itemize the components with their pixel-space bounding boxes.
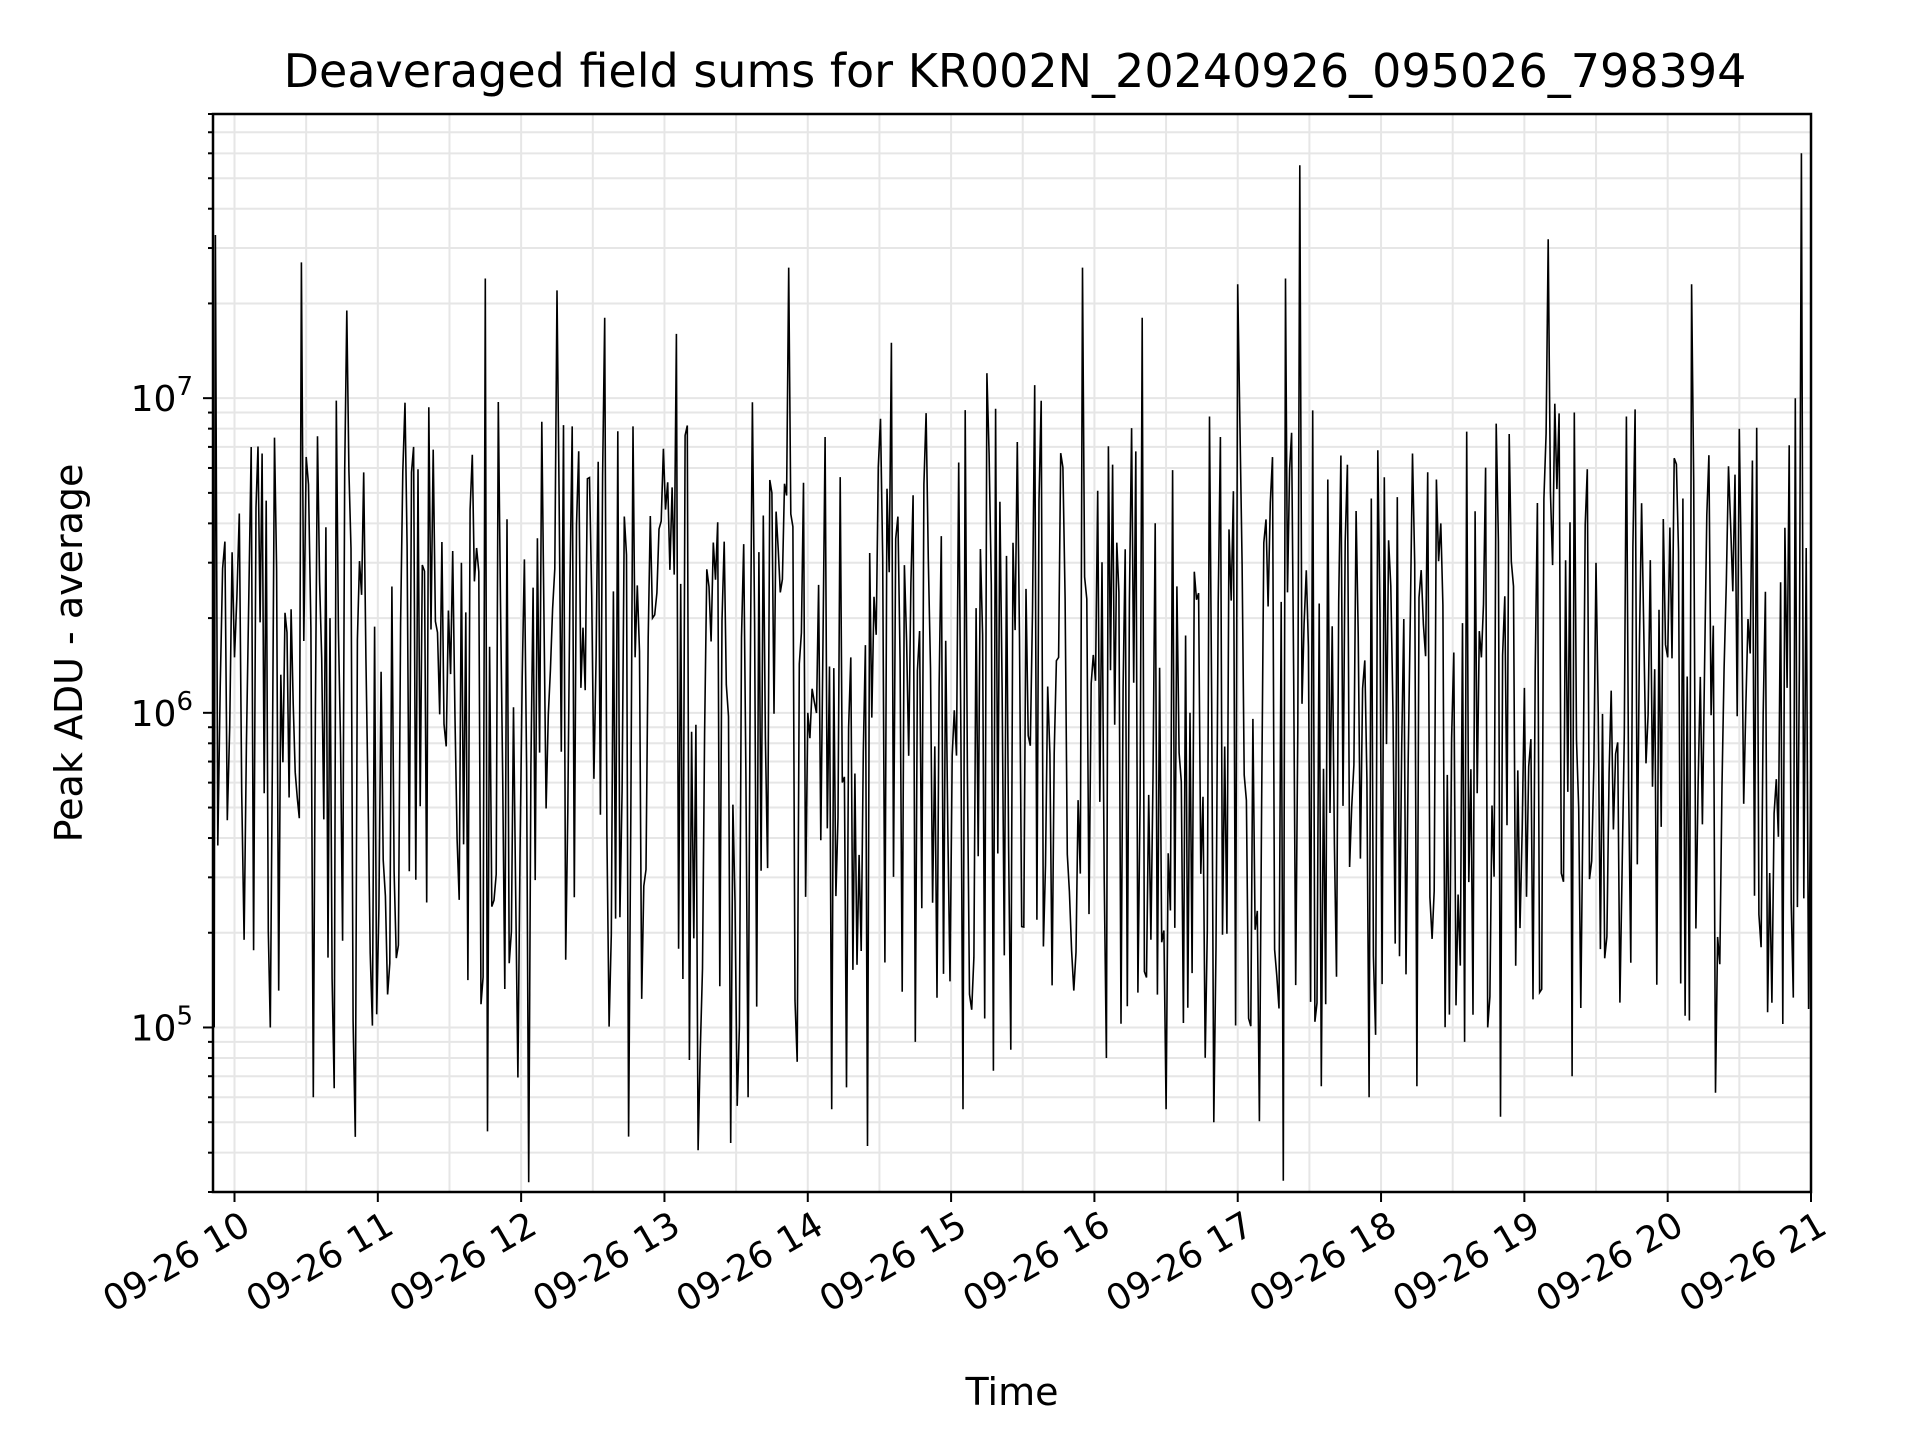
y-tick-label: 107 [131,372,193,420]
x-axis-label: Time [965,1370,1059,1414]
y-axis-label: Peak ADU - average [47,464,91,843]
plot-area [212,153,1812,1183]
y-tick-label: 106 [131,687,193,735]
chart-title: Deaveraged field sums for KR002N_2024092… [284,44,1747,98]
y-tick-label: 105 [131,1001,193,1049]
plot-frame [211,112,1813,1194]
y-axis: 105 106 107 [131,113,213,1193]
series-line [212,153,1812,1183]
